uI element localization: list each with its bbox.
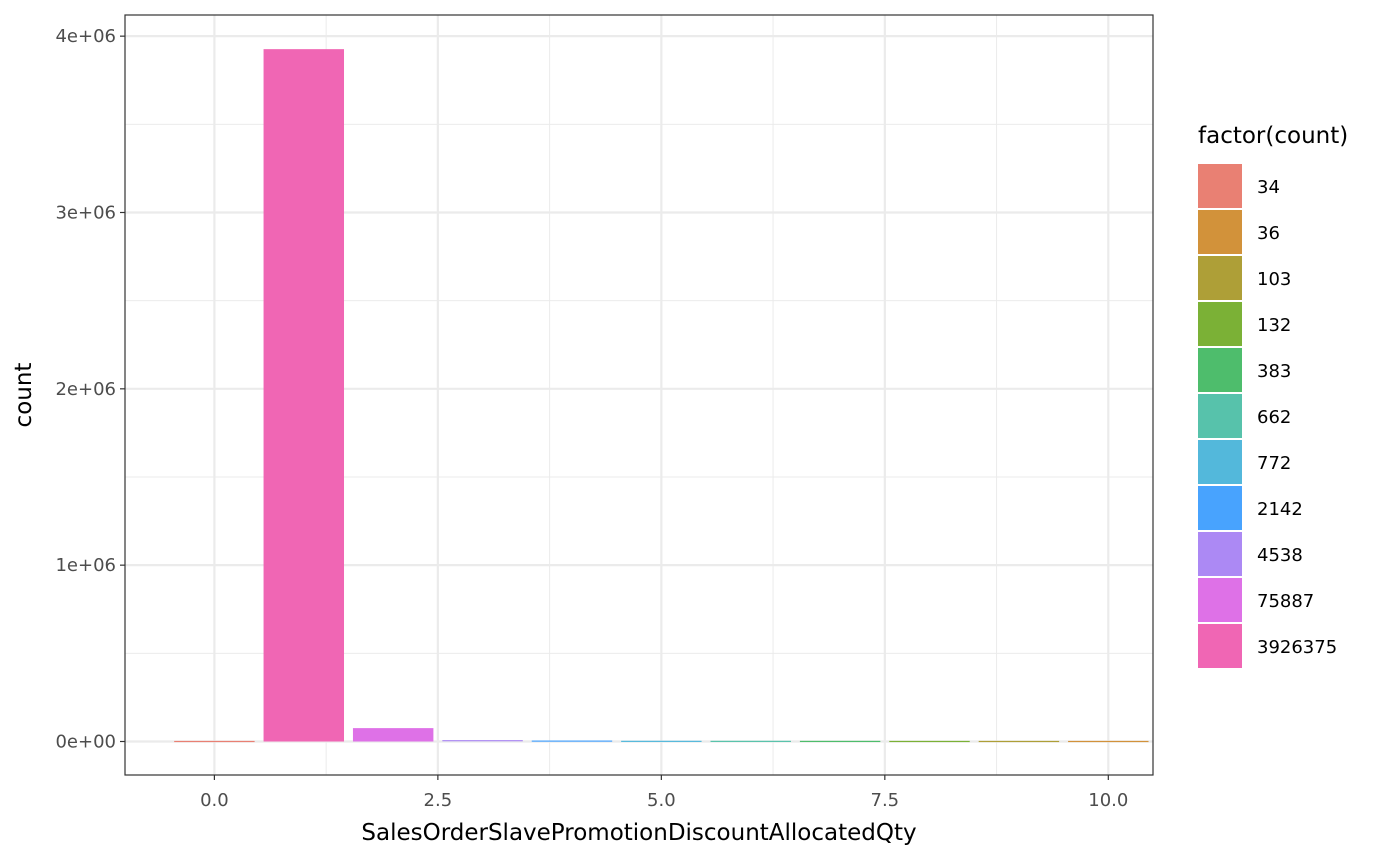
legend-key-772 [1198, 440, 1242, 484]
bar-36 [1068, 740, 1149, 743]
y-axis-title: count [11, 363, 37, 428]
bar-662 [710, 740, 791, 742]
legend-label-103: 103 [1257, 269, 1291, 290]
legend-label-2142: 2142 [1257, 499, 1303, 520]
x-tick-label: 2.5 [424, 790, 453, 811]
legend-key-2142 [1198, 486, 1242, 530]
bar-103 [978, 740, 1060, 743]
bar-383 [799, 740, 881, 743]
legend-key-662 [1198, 394, 1242, 438]
y-tick-label: 1e+06 [55, 555, 116, 576]
legend-key-36 [1198, 210, 1242, 254]
y-axis: 0e+00 1e+06 2e+06 3e+06 4e+06 [55, 26, 125, 752]
legend-label-662: 662 [1257, 407, 1291, 428]
y-tick-label: 2e+06 [55, 379, 116, 400]
legend: factor(count) 34 36 103 132 383 662 772 2142 453… [1198, 123, 1348, 668]
x-tick-label: 5.0 [647, 790, 676, 811]
legend-key-383 [1198, 348, 1242, 392]
legend-key-132 [1198, 302, 1242, 346]
y-tick-label: 0e+00 [55, 731, 116, 752]
legend-key-4538 [1198, 532, 1242, 576]
bar-34 [174, 740, 255, 743]
bar-772 [621, 740, 702, 742]
y-tick-label: 4e+06 [55, 26, 116, 47]
legend-label-132: 132 [1257, 315, 1291, 336]
bar-132 [889, 740, 970, 743]
bar-4538 [442, 740, 523, 742]
legend-label-34: 34 [1257, 177, 1280, 198]
x-axis-title: SalesOrderSlavePromotionDiscountAllocate… [361, 820, 916, 846]
legend-key-75887 [1198, 578, 1242, 622]
legend-label-3926375: 3926375 [1257, 637, 1337, 658]
legend-key-34 [1198, 164, 1242, 208]
y-tick-label: 3e+06 [55, 202, 116, 223]
bar-2142 [531, 740, 613, 742]
bar-75887 [352, 728, 434, 742]
bar-3926375 [263, 49, 345, 742]
legend-label-75887: 75887 [1257, 591, 1314, 612]
x-tick-label: 7.5 [871, 790, 900, 811]
legend-label-4538: 4538 [1257, 545, 1303, 566]
x-tick-label: 0.0 [200, 790, 229, 811]
panel-border [124, 14, 1154, 776]
bars [174, 49, 1149, 743]
legend-label-772: 772 [1257, 453, 1291, 474]
legend-label-383: 383 [1257, 361, 1291, 382]
legend-title: factor(count) [1198, 123, 1348, 149]
legend-key-3926375 [1198, 624, 1242, 668]
legend-label-36: 36 [1257, 223, 1280, 244]
legend-key-103 [1198, 256, 1242, 300]
x-tick-label: 10.0 [1088, 790, 1128, 811]
x-axis: 0.0 2.5 5.0 7.5 10.0 [200, 775, 1128, 811]
